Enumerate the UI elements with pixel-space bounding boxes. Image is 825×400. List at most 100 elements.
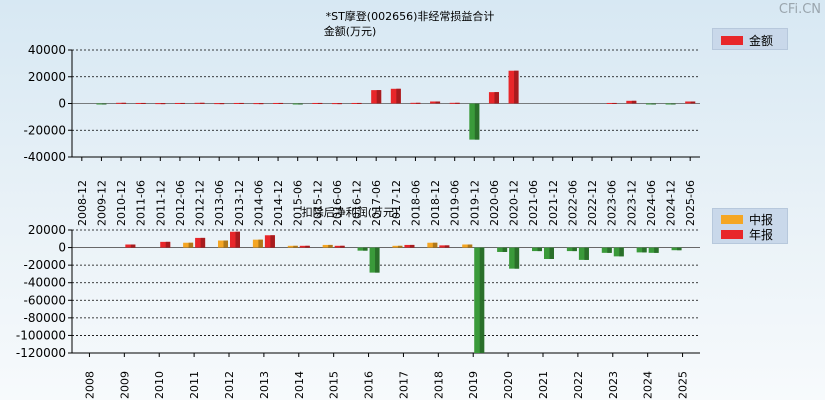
chart2-bar-interim	[636, 247, 647, 253]
chart1-bar-shade	[278, 102, 284, 104]
chart1-bar-shade	[298, 103, 303, 105]
chart2-bar-interim-shade	[363, 247, 368, 251]
chart1-bar-shade	[317, 102, 323, 104]
chart2-ytick-label: -20000	[23, 258, 66, 272]
chart2-bar-interim-shade	[223, 240, 228, 248]
chart1-bar	[233, 102, 244, 104]
chart2-xtick-label: 2010	[153, 371, 166, 399]
chart1-xtick-label: 2014-12	[272, 180, 285, 226]
chart2-bar-interim	[252, 239, 263, 248]
chart2-bar-interim	[218, 240, 228, 248]
chart1-bar	[116, 102, 127, 104]
chart1-xtick-label: 2015-06	[292, 180, 305, 226]
chart1-bar	[351, 102, 362, 104]
chart1-bar	[430, 101, 441, 104]
chart2-bar-annual-shade	[305, 245, 310, 248]
chart2-bar-interim-shade	[188, 242, 194, 248]
chart1-xtick-label: 2011-06	[135, 180, 148, 226]
chart2-bar-annual	[474, 247, 485, 353]
chart1-xtick-label: 2017-06	[370, 180, 383, 226]
chart1-bar-shade	[101, 103, 107, 105]
chart1-bar-shade	[494, 92, 499, 104]
chart2-xtick-label: 2025	[677, 371, 690, 399]
chart2-xtick-label: 2008	[83, 371, 96, 399]
chart2-ytick-label: -40000	[23, 276, 66, 290]
chart1-ytick-label: 0	[58, 97, 66, 111]
chart1-xtick-label: 2023-12	[625, 180, 638, 226]
chart2-bar-interim-shade	[467, 244, 473, 248]
chart1-bar	[488, 92, 499, 104]
chart1-xtick-label: 2012-12	[194, 180, 207, 226]
chart1-bar-shade	[612, 102, 617, 104]
chart1-bar-shade	[121, 102, 127, 104]
chart1-bar-shade	[651, 103, 656, 105]
chart1-bar-shade	[160, 103, 166, 105]
chart1-xtick-label: 2020-12	[508, 180, 521, 226]
chart1-bar	[606, 102, 617, 104]
chart1-bar-shade	[141, 102, 146, 104]
chart2-bar-annual-shade	[375, 247, 380, 273]
chart1-bar	[449, 102, 460, 104]
chart1-bar-shade	[455, 102, 460, 104]
chart1-subtitle: 金额(万元)	[324, 24, 377, 38]
chart2-bar-annual	[264, 235, 275, 248]
chart2-bar-interim	[183, 242, 194, 248]
chart1-xtick-label: 2024-06	[645, 180, 658, 226]
chart2-xtick-label: 2024	[642, 371, 655, 399]
chart2-bar-interim-shade	[642, 247, 647, 253]
chart1-xtick-label: 2015-12	[311, 180, 324, 226]
chart2-bar-annual-shade	[479, 247, 485, 353]
chart1-xtick-label: 2011-12	[154, 180, 167, 226]
chart2-bar-annual-shade	[409, 244, 415, 248]
chart1-xtick-label: 2010-12	[115, 180, 128, 226]
chart2-bar-interim	[322, 244, 333, 248]
chart1-bar-shade	[435, 101, 441, 104]
chart1-xtick-label: 2019-06	[449, 180, 462, 226]
chart1-bar-shade	[474, 103, 480, 140]
legend-item-amount: 金额	[721, 32, 773, 49]
legend-label-amount: 金额	[749, 34, 774, 48]
legend-bottom: 中报 年报	[712, 208, 788, 244]
chart2-ytick-label: -120000	[16, 346, 66, 360]
chart2-bar-annual-shade	[200, 237, 206, 248]
chart2-bar-annual-shade	[549, 247, 554, 259]
chart1-bar-shade	[337, 103, 342, 105]
chart1-bar	[685, 101, 696, 104]
chart1-xtick-label: 2009-12	[95, 180, 108, 226]
legend-item-interim: 中报	[721, 211, 773, 228]
legend-top: 金额	[712, 28, 788, 50]
chart2-xtick-label: 2014	[293, 371, 306, 399]
chart2-bar-annual-shade	[270, 235, 275, 248]
legend-swatch-amount	[721, 36, 743, 45]
chart1-bar	[253, 103, 264, 105]
chart1-bar-shade	[376, 90, 382, 104]
chart1-bar	[135, 102, 146, 104]
chart2-bar-annual	[230, 231, 240, 248]
chart2-bar-annual-shade	[165, 241, 171, 248]
chart2-title: 扣除后净利润(万元)	[302, 205, 399, 219]
chart2-xtick-label: 2019	[467, 371, 480, 399]
watermark: CFi.CN	[778, 2, 821, 17]
legend-item-annual: 年报	[721, 226, 773, 243]
chart1-bar	[214, 103, 225, 105]
chart1-xtick-label: 2023-06	[606, 180, 619, 226]
chart1-bar	[645, 103, 656, 105]
chart1-bar-shade	[514, 70, 519, 104]
chart1-bar	[665, 103, 676, 105]
chart1-xtick-label: 2021-06	[527, 180, 540, 226]
chart2-ytick-label: 20000	[28, 223, 66, 237]
chart2-bar-annual	[613, 247, 624, 257]
chart2-bar-annual-shade	[444, 245, 450, 248]
chart1-xtick-label: 2020-06	[488, 180, 501, 226]
chart1-xtick-label: 2021-12	[547, 180, 560, 226]
chart2-xtick-label: 2009	[118, 371, 131, 399]
chart2-ytick-label: -100000	[16, 328, 66, 342]
chart1-bar-shade	[415, 102, 421, 104]
chart2-bar-interim	[532, 247, 542, 252]
chart2-bar-annual-shade	[130, 244, 136, 248]
chart1-xtick-label: 2012-06	[174, 180, 187, 226]
chart2-ytick-label: -80000	[23, 311, 66, 325]
chart1-bar	[174, 102, 185, 104]
chart2-bar-annual-shade	[619, 247, 624, 257]
